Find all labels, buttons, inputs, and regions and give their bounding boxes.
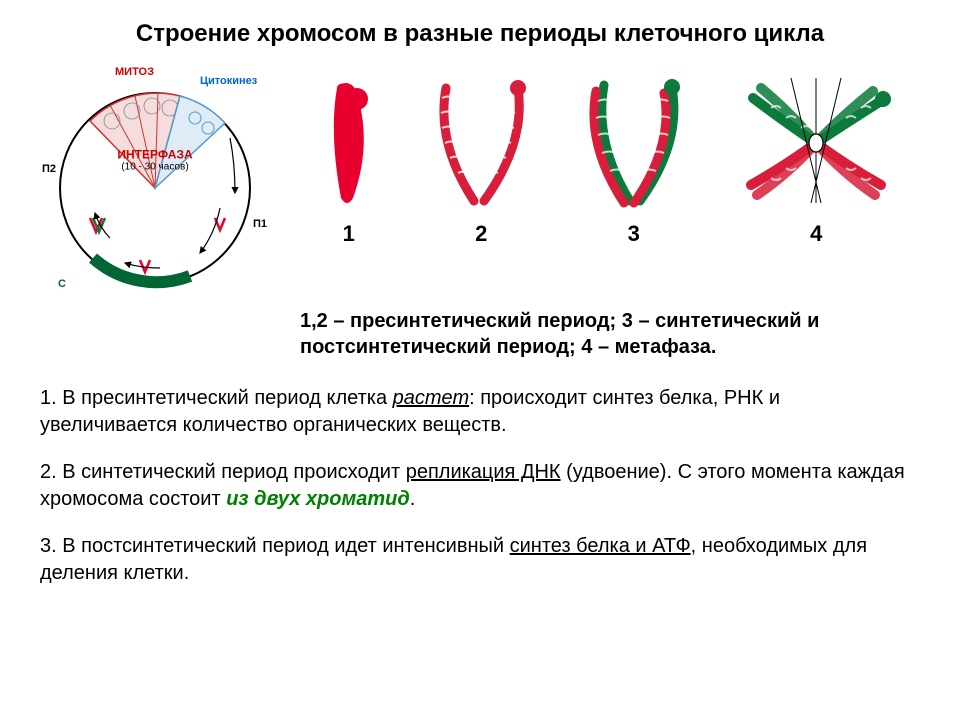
- chromosome-row: 1 2: [290, 63, 920, 247]
- paragraph-2: 2. В синтетический период происходит реп…: [40, 459, 920, 513]
- chromosome-2: 2: [426, 73, 536, 247]
- chromosome-2-label: 2: [475, 221, 487, 247]
- chromosome-1-label: 1: [343, 221, 355, 247]
- caption-line-1: 1,2 – пресинтетический период; 3 – синте…: [300, 308, 920, 334]
- cytokinesis-label: Цитокинез: [200, 75, 257, 87]
- paragraph-3: 3. В постсинтетический период идет интен…: [40, 533, 920, 587]
- page-title: Строение хромосом в разные периоды клето…: [40, 20, 920, 48]
- chromosome-3-label: 3: [628, 221, 640, 247]
- chromosome-4: 4: [731, 73, 901, 247]
- upper-section: МИТОЗ Цитокинез П2 П1 С ИНТЕРФАЗА (10 - …: [40, 63, 920, 293]
- p2-label: П2: [42, 163, 56, 175]
- cell-cycle-diagram: МИТОЗ Цитокинез П2 П1 С ИНТЕРФАЗА (10 - …: [40, 63, 270, 293]
- mitosis-label: МИТОЗ: [115, 66, 154, 78]
- p1-label: П1: [253, 218, 267, 230]
- figure-caption: 1,2 – пресинтетический период; 3 – синте…: [300, 308, 920, 360]
- s-label: С: [58, 278, 66, 290]
- chromosome-3: 3: [574, 73, 694, 247]
- caption-line-2: постсинтетический период; 4 – метафаза.: [300, 334, 920, 360]
- chromosome-4-label: 4: [810, 221, 822, 247]
- chromosome-1: 1: [309, 73, 389, 247]
- interphase-label: ИНТЕРФАЗА (10 - 30 часов): [117, 147, 192, 172]
- paragraph-1: 1. В пресинтетический период клетка раст…: [40, 385, 920, 439]
